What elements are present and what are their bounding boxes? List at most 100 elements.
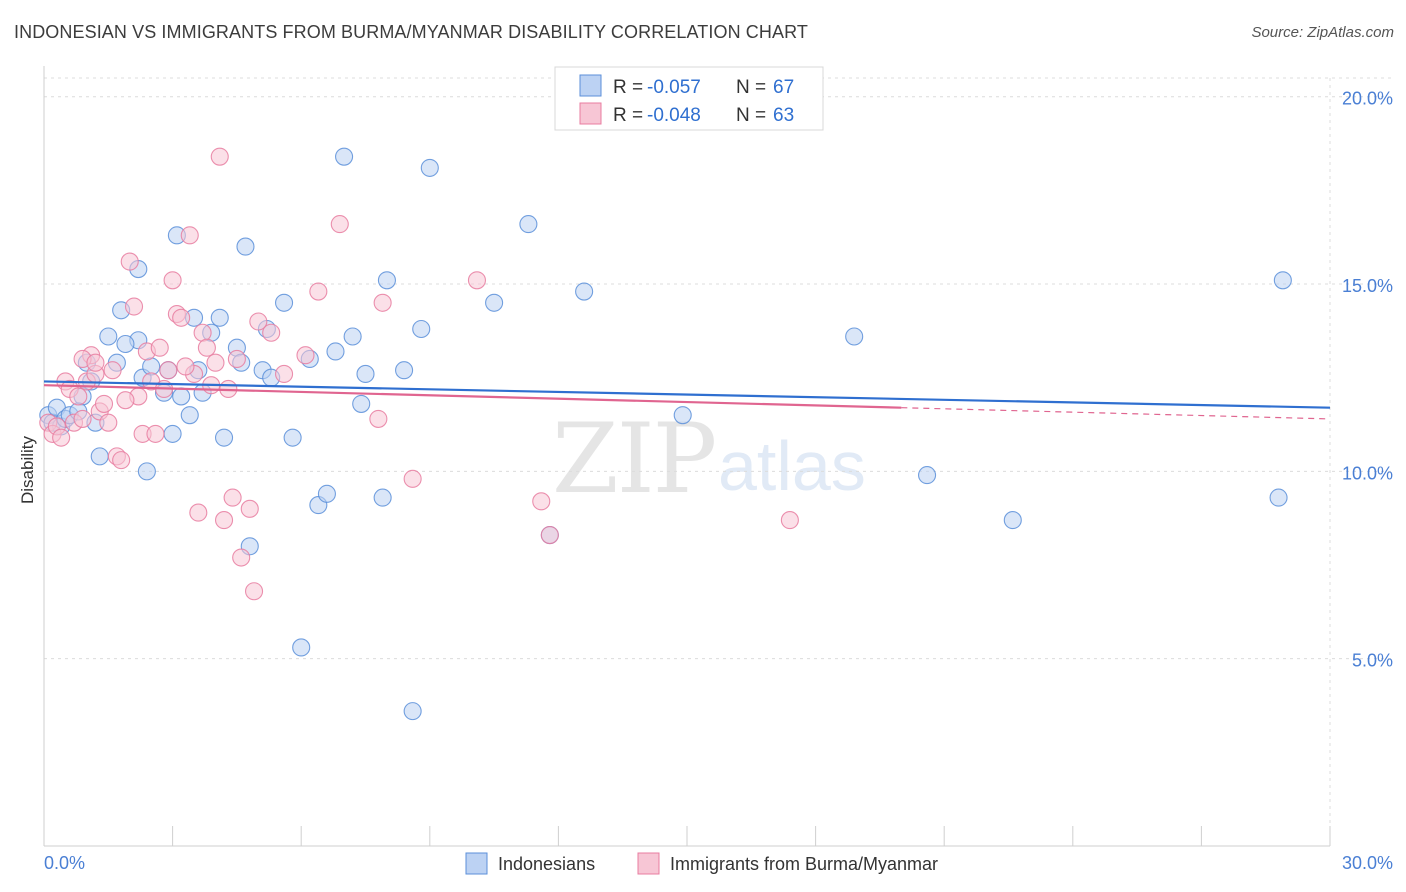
data-point [532, 492, 551, 511]
bottom-legend-label: Immigrants from Burma/Myanmar [670, 854, 938, 874]
data-point [845, 327, 864, 346]
top-legend: R = -0.057 N = 67 R = -0.048 N = 63 [554, 66, 824, 131]
y-axis-title: Disability [18, 435, 37, 504]
data-point [223, 488, 242, 507]
legend-r-label: R = [613, 77, 643, 98]
axes [43, 66, 1331, 847]
data-point [73, 409, 92, 428]
bottom-legend: Indonesians Immigrants from Burma/Myanmar [465, 852, 938, 875]
data-point [377, 271, 396, 290]
data-point [150, 338, 169, 357]
legend-n-value: 67 [773, 77, 794, 98]
data-point [69, 387, 88, 406]
trend-line [43, 380, 1331, 409]
data-point [403, 469, 422, 488]
data-point [249, 312, 268, 331]
data-point [292, 638, 311, 657]
data-point [575, 282, 594, 301]
data-point [240, 499, 259, 518]
y-tick-labels: 5.0% 10.0% 15.0% 20.0% [1342, 89, 1393, 671]
data-point [232, 548, 251, 567]
data-point [189, 503, 208, 522]
data-point [176, 357, 195, 376]
data-point [317, 484, 336, 503]
data-point [780, 511, 799, 530]
y-tick-label: 5.0% [1352, 651, 1393, 671]
watermark-atlas: atlas [718, 427, 866, 505]
data-point [206, 353, 225, 372]
chart-title: INDONESIAN VS IMMIGRANTS FROM BURMA/MYAN… [14, 22, 808, 42]
bottom-legend-swatch [637, 852, 660, 875]
data-point [197, 338, 216, 357]
data-point [1003, 511, 1022, 530]
data-point [330, 215, 349, 234]
data-point [146, 424, 165, 443]
x-tick-labels: 0.0% 30.0% [44, 853, 1393, 873]
legend-r-value: -0.057 [647, 77, 701, 98]
data-point [210, 147, 229, 166]
watermark: ZIP atlas [552, 403, 866, 515]
data-point [467, 271, 487, 290]
legend-n-label: N = [736, 77, 766, 98]
data-point [172, 387, 191, 406]
data-point [540, 526, 559, 545]
data-point [124, 297, 144, 316]
bottom-legend-swatch [465, 852, 488, 875]
data-point [352, 394, 371, 413]
data-point [159, 361, 178, 380]
data-point [373, 293, 392, 312]
data-point [412, 319, 431, 339]
data-point [262, 323, 281, 342]
data-point [236, 237, 255, 256]
data-point [180, 406, 199, 425]
data-point [172, 308, 191, 327]
data-point [356, 364, 375, 384]
data-point [180, 226, 199, 245]
data-point [94, 394, 114, 413]
y-tick-label: 15.0% [1342, 276, 1393, 296]
data-point [99, 327, 118, 346]
data-point [673, 406, 692, 425]
x-tick-label: 0.0% [44, 853, 85, 873]
data-point [373, 488, 392, 507]
legend-swatch [579, 74, 602, 97]
legend-r-label: R = [613, 105, 643, 126]
data-point [99, 413, 118, 432]
data-point [335, 147, 354, 166]
data-point [90, 447, 109, 466]
data-point [420, 158, 439, 177]
data-point [395, 361, 414, 380]
data-point [1273, 271, 1292, 290]
trend-line [43, 384, 902, 409]
legend-n-label: N = [736, 105, 766, 126]
trend-line-extension [901, 407, 1331, 420]
x-tick-label: 30.0% [1342, 853, 1393, 873]
data-point [519, 215, 538, 234]
data-point [1269, 488, 1288, 507]
data-point [283, 428, 302, 447]
data-point [403, 702, 422, 721]
data-point [116, 334, 135, 354]
data-point [210, 308, 229, 327]
data-point [369, 409, 388, 428]
data-point [326, 342, 345, 361]
legend-n-value: 63 [773, 105, 794, 126]
data-point [137, 462, 156, 481]
data-point [227, 349, 246, 369]
bottom-legend-label: Indonesians [498, 854, 595, 874]
data-point [918, 466, 937, 485]
source-credit: Source: ZipAtlas.com [1251, 24, 1394, 41]
data-point [116, 391, 135, 410]
trend-lines [43, 380, 1331, 420]
data-point [52, 428, 71, 447]
data-point [244, 582, 264, 601]
data-point [309, 282, 328, 301]
y-tick-label: 20.0% [1342, 89, 1393, 109]
data-point [163, 424, 182, 443]
data-point [112, 451, 131, 470]
data-point [214, 511, 234, 530]
data-point [193, 323, 212, 342]
data-point [343, 327, 362, 346]
y-tick-label: 10.0% [1342, 463, 1393, 483]
